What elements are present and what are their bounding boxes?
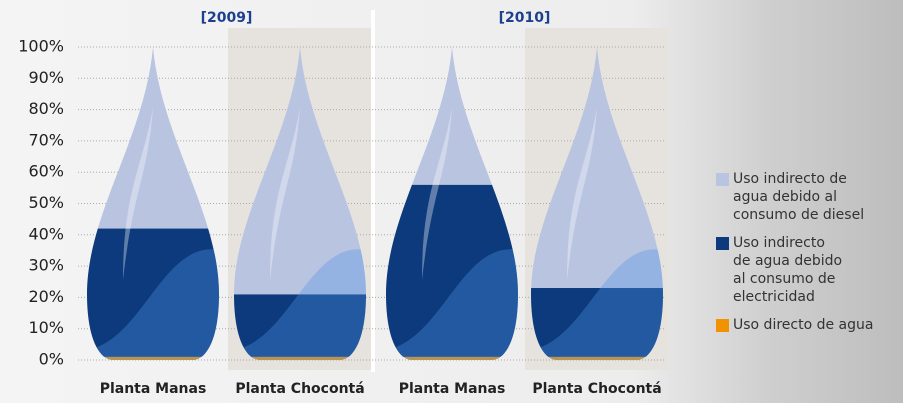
- y-tick-label: 0%: [39, 350, 64, 369]
- legend-item: Uso indirecto de agua debido al consumo …: [716, 170, 901, 224]
- group-label: [2009]: [201, 10, 253, 26]
- y-tick-label: 40%: [28, 224, 64, 243]
- x-tick-label: Planta Chocontá: [532, 381, 661, 397]
- chart: 0% 10% 20% 30% 40% 50% 60% 70% 80% 90% 100% [2009] […: [0, 0, 903, 403]
- y-tick-label: 20%: [28, 287, 64, 306]
- legend-swatch: [716, 319, 729, 332]
- legend-item: Uso directo de agua: [716, 316, 901, 334]
- legend: Uso indirecto de agua debido al consumo …: [716, 170, 901, 344]
- y-tick-label: 10%: [28, 318, 64, 337]
- x-tick-label: Planta Manas: [399, 381, 506, 397]
- legend-item: Uso indirecto de agua debido al consumo …: [716, 234, 901, 306]
- segment: [83, 47, 223, 229]
- x-tick-label: Planta Manas: [100, 381, 207, 397]
- y-tick-label: 100%: [18, 37, 64, 56]
- legend-label: Uso indirecto de agua debido al consumo …: [733, 170, 873, 224]
- y-tick-label: 90%: [28, 68, 64, 87]
- y-tick-label: 50%: [28, 193, 64, 212]
- legend-swatch: [716, 237, 729, 250]
- legend-label: Uso indirecto de agua debido al consumo …: [733, 234, 843, 306]
- legend-swatch: [716, 173, 729, 186]
- group-label: [2010]: [499, 10, 551, 26]
- x-tick-label: Planta Chocontá: [235, 381, 364, 397]
- y-tick-label: 80%: [28, 99, 64, 118]
- y-tick-label: 30%: [28, 256, 64, 275]
- y-tick-label: 70%: [28, 130, 64, 149]
- legend-label: Uso directo de agua: [733, 316, 901, 334]
- y-tick-label: 60%: [28, 162, 64, 181]
- segment: [382, 47, 522, 185]
